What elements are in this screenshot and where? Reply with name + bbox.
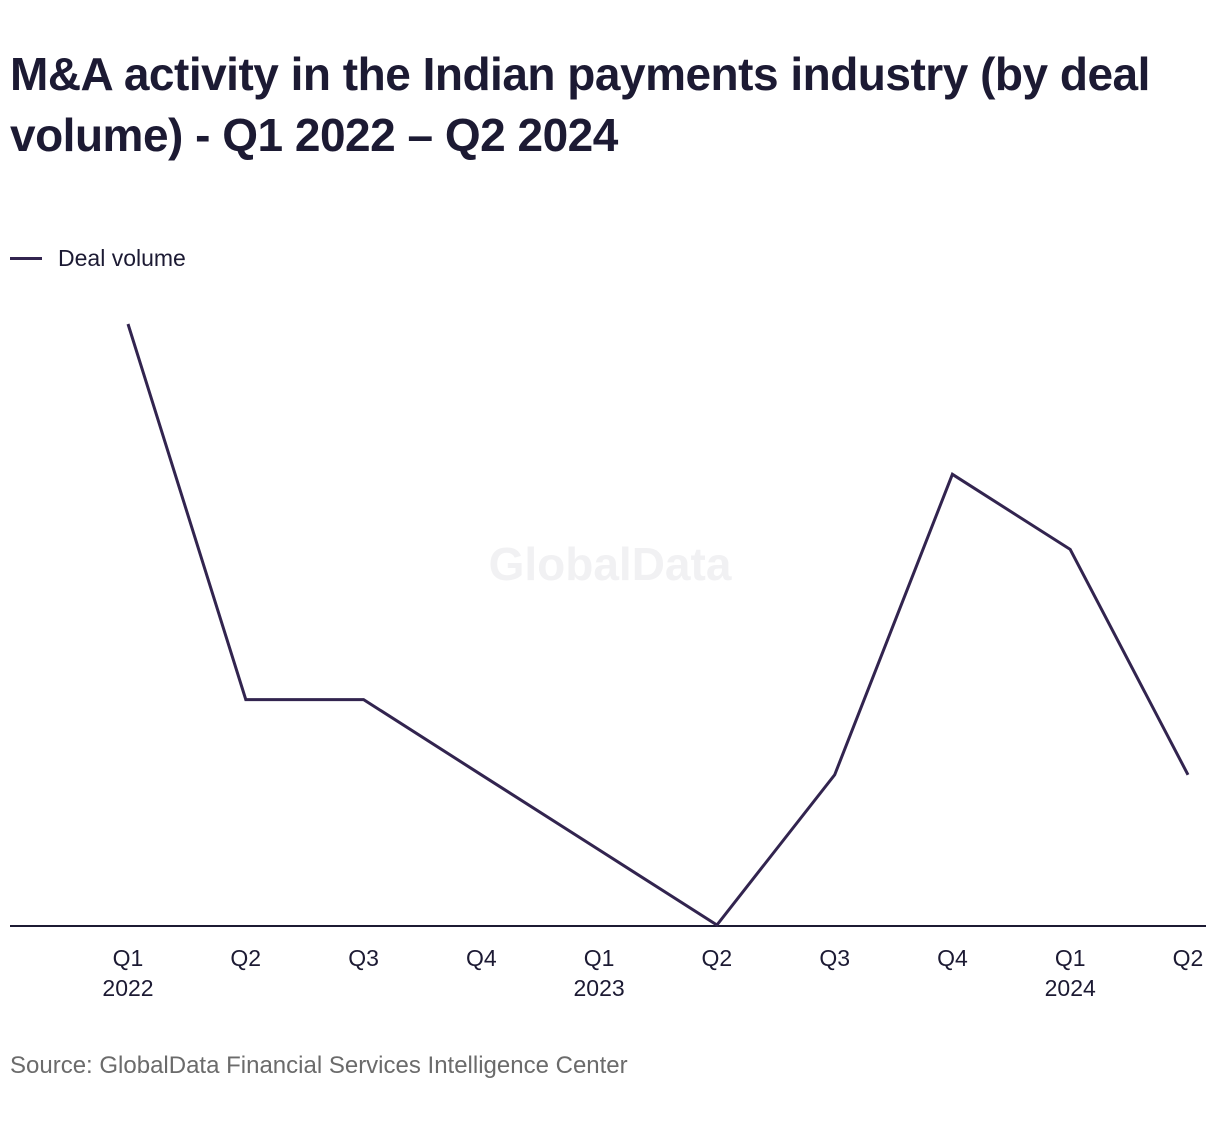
data-point [595,846,603,854]
x-tick-label-year: 2023 [574,975,625,1001]
x-tick-label-quarter: Q1 [1055,945,1086,971]
chart-marks: Q1 2022 Q2 Q3 Q4 Q1 2023 Q2 Q3 Q4 Q1 2024 Q2 [10,320,1206,1001]
legend-label: Deal volume [58,244,186,271]
data-point [242,696,250,704]
source-note: Source: GlobalData Financial Services In… [10,1052,628,1079]
data-point [124,320,132,328]
x-tick-label-quarter: Q1 [113,945,144,971]
series-line-deal-volume [126,323,1190,927]
x-tick-label-quarter: Q3 [819,945,850,971]
watermark-text: GlobalData [489,538,732,590]
x-tick-label-quarter: Q4 [937,945,968,971]
data-point [948,470,956,478]
data-point [477,771,485,779]
x-tick-label-quarter: Q3 [348,945,379,971]
legend-line-swatch [10,256,42,260]
x-tick-label-quarter: Q2 [1173,945,1204,971]
legend: Deal volume [10,243,186,273]
data-point [831,771,839,779]
chart-title: M&A activity in the Indian payments indu… [10,48,1150,161]
x-tick-label-quarter: Q4 [466,945,497,971]
x-tick-label-year: 2022 [102,975,153,1001]
data-point [1066,545,1074,553]
x-tick-label-quarter: Q2 [702,945,733,971]
data-point [1184,771,1192,779]
line-chart: GlobalData Q1 2022 Q2 Q3 Q4 Q1 2023 Q2 Q3 Q4 Q1 202… [10,320,1206,1001]
x-tick-label-quarter: Q2 [230,945,261,971]
data-point [713,921,721,929]
x-tick-label-quarter: Q1 [584,945,615,971]
x-tick-label-year: 2024 [1045,975,1096,1001]
data-point [360,696,368,704]
